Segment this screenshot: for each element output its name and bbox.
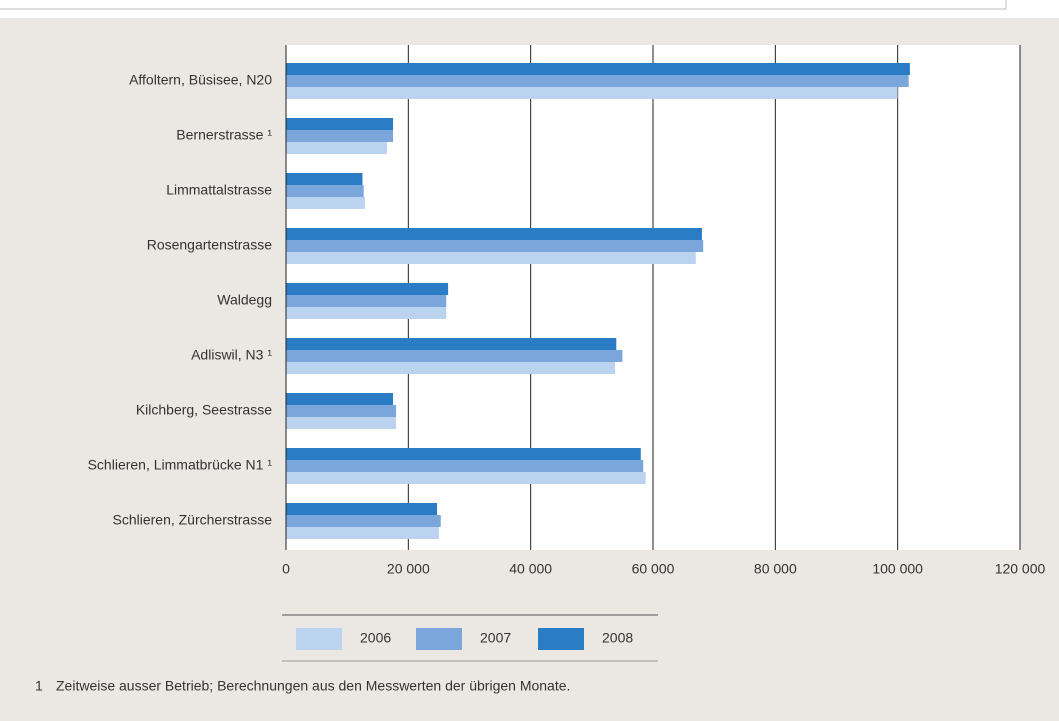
bar	[286, 503, 438, 515]
bar	[286, 240, 704, 252]
bar	[286, 87, 898, 99]
bar	[286, 350, 623, 362]
bar	[286, 118, 394, 130]
legend-swatch	[538, 628, 584, 650]
y-tick-label: Adliswil, N3 ¹	[191, 347, 272, 363]
bar	[286, 338, 617, 350]
bar	[286, 460, 644, 472]
y-tick-label: Bernerstrasse ¹	[176, 127, 272, 143]
bar	[286, 405, 397, 417]
bar	[286, 362, 616, 374]
x-tick-label: 60 000	[632, 561, 675, 577]
bar	[286, 75, 909, 87]
x-tick-label: 0	[282, 561, 290, 577]
bar	[286, 197, 365, 209]
bar	[286, 185, 364, 197]
y-tick-label: Kilchberg, Seestrasse	[136, 402, 272, 418]
footnote: Zeitweise ausser Betrieb; Berechnungen a…	[56, 678, 570, 694]
footnote-marker: 1	[35, 678, 43, 694]
x-tick-label: 80 000	[754, 561, 797, 577]
bar	[286, 63, 910, 75]
bar	[286, 228, 702, 240]
y-tick-label: Limmattalstrasse	[166, 182, 272, 198]
y-tick-label: Schlieren, Limmatbrücke N1 ¹	[88, 457, 273, 473]
x-tick-label: 100 000	[872, 561, 923, 577]
y-tick-label: Affoltern, Büsisee, N20	[129, 72, 272, 88]
x-tick-label: 40 000	[509, 561, 552, 577]
bar	[286, 252, 696, 264]
legend-label: 2007	[480, 630, 511, 646]
bar	[286, 173, 363, 185]
bar	[286, 307, 447, 319]
legend-label: 2008	[602, 630, 633, 646]
bar	[286, 515, 441, 527]
y-tick-label: Rosengartenstrasse	[147, 237, 273, 253]
bar	[286, 393, 394, 405]
y-tick-label: Waldegg	[217, 292, 272, 308]
bar	[286, 448, 641, 460]
bar	[286, 283, 449, 295]
bar	[286, 527, 439, 539]
legend-label: 2006	[360, 630, 391, 646]
y-tick-label: Schlieren, Zürcherstrasse	[112, 512, 272, 528]
bar	[286, 142, 387, 154]
legend-swatch	[296, 628, 342, 650]
bar	[286, 295, 447, 307]
bar	[286, 417, 397, 429]
x-tick-label: 20 000	[387, 561, 430, 577]
legend-swatch	[416, 628, 462, 650]
bar	[286, 130, 394, 142]
bar	[286, 472, 646, 484]
x-tick-label: 120 000	[995, 561, 1046, 577]
